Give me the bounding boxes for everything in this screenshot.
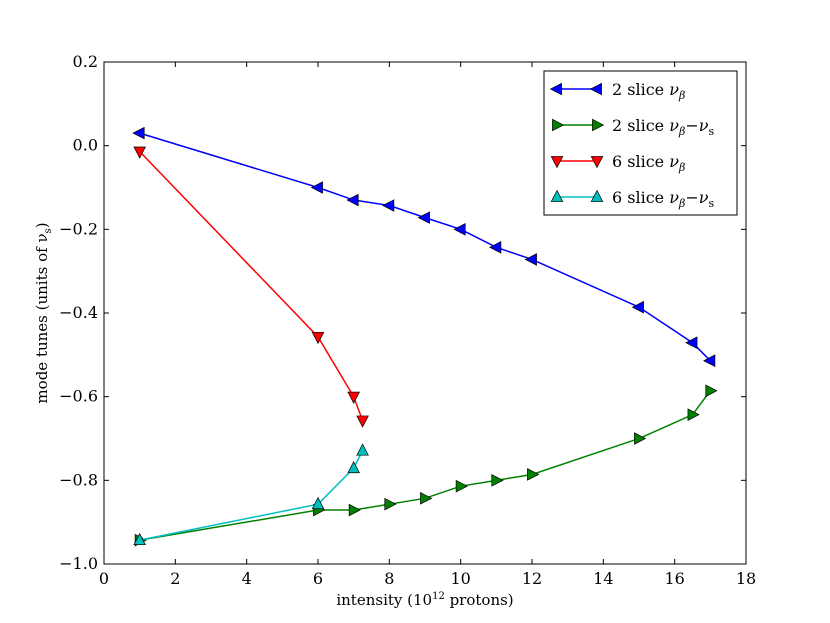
x-tick-label: 14 xyxy=(593,569,613,588)
data-point xyxy=(346,193,359,207)
data-point xyxy=(133,146,146,159)
series-2 xyxy=(134,384,718,547)
y-tick-label: −0.2 xyxy=(59,219,98,238)
legend-marker xyxy=(552,118,565,132)
ticks-layer: 0 2 4 6 8 10 12 14 16 18 0.2 0.0 −0.2 −0.4 −0.6 −0.8 −1.… xyxy=(59,52,756,588)
legend-marker xyxy=(590,189,604,202)
legend-entry-4: 6 slice νβ−νs xyxy=(550,188,714,210)
y-tick-label: −0.8 xyxy=(59,470,98,489)
data-point xyxy=(524,253,537,266)
data-point xyxy=(687,408,700,421)
data-point xyxy=(489,241,502,254)
data-point xyxy=(382,199,395,212)
legend-entry-1: 2 slice νβ xyxy=(549,80,685,102)
x-tick-label: 0 xyxy=(99,569,109,588)
y-tick-label: 0.0 xyxy=(73,136,98,155)
data-point xyxy=(356,415,369,428)
legend-marker xyxy=(589,82,602,96)
series-line xyxy=(139,450,364,541)
legend-label: 6 slice νβ xyxy=(612,152,685,174)
x-tick-label: 4 xyxy=(242,569,252,588)
legend-marker xyxy=(550,189,564,202)
data-point xyxy=(420,492,433,505)
data-point xyxy=(384,497,397,511)
legend-items: 2 slice νβ 2 slice νβ−νs 6 slice νβ 6 slice… xyxy=(549,80,714,210)
data-point xyxy=(631,300,644,314)
x-axis-label: intensity (1012 protons) xyxy=(336,591,513,609)
x-tick-label: 18 xyxy=(736,569,756,588)
legend-marker xyxy=(550,156,564,169)
x-tick-label: 6 xyxy=(313,569,323,588)
legend-entry-3: 6 slice νβ xyxy=(550,152,685,174)
series-4 xyxy=(133,443,369,546)
legend-label: 6 slice νβ−νs xyxy=(612,188,714,210)
data-point xyxy=(685,336,698,349)
legend-label: 2 slice νβ xyxy=(612,80,685,102)
y-axis-label: mode tunes (units of νs) xyxy=(33,222,54,403)
legend-label: 2 slice νβ−νs xyxy=(612,116,714,138)
x-tick-label: 16 xyxy=(664,569,684,588)
data-point xyxy=(133,532,146,546)
legend-marker xyxy=(592,118,605,132)
data-point xyxy=(455,479,468,493)
x-tick-label: 8 xyxy=(384,569,394,588)
series-line xyxy=(139,151,364,421)
data-point xyxy=(634,432,647,445)
data-point xyxy=(705,384,718,398)
data-point xyxy=(347,460,360,474)
legend-marker xyxy=(549,82,562,96)
x-tick-label: 10 xyxy=(450,569,470,588)
data-point xyxy=(311,331,325,345)
data-point xyxy=(356,443,369,456)
y-tick-label: 0.2 xyxy=(73,52,98,71)
legend-entry-2: 2 slice νβ−νs xyxy=(552,116,714,138)
data-point xyxy=(417,211,430,224)
series-layer xyxy=(132,126,718,547)
data-point xyxy=(311,496,325,510)
y-tick-label: −0.6 xyxy=(59,387,98,406)
x-tick-label: 12 xyxy=(522,569,542,588)
data-point xyxy=(491,474,504,487)
legend-marker xyxy=(590,156,604,169)
legend: 2 slice νβ 2 slice νβ−νs 6 slice νβ 6 slice… xyxy=(543,70,738,216)
data-point xyxy=(310,181,323,194)
y-tick-label: −0.4 xyxy=(59,303,98,322)
data-point xyxy=(453,223,466,236)
legend-box xyxy=(543,70,738,216)
series-3 xyxy=(133,146,369,428)
data-point xyxy=(347,391,360,404)
x-tick-label: 2 xyxy=(170,569,180,588)
data-point xyxy=(132,126,145,140)
data-point xyxy=(348,503,361,517)
data-point xyxy=(703,354,716,367)
data-point xyxy=(527,468,540,481)
y-tick-label: −1.0 xyxy=(59,554,98,573)
series-1 xyxy=(132,126,716,367)
